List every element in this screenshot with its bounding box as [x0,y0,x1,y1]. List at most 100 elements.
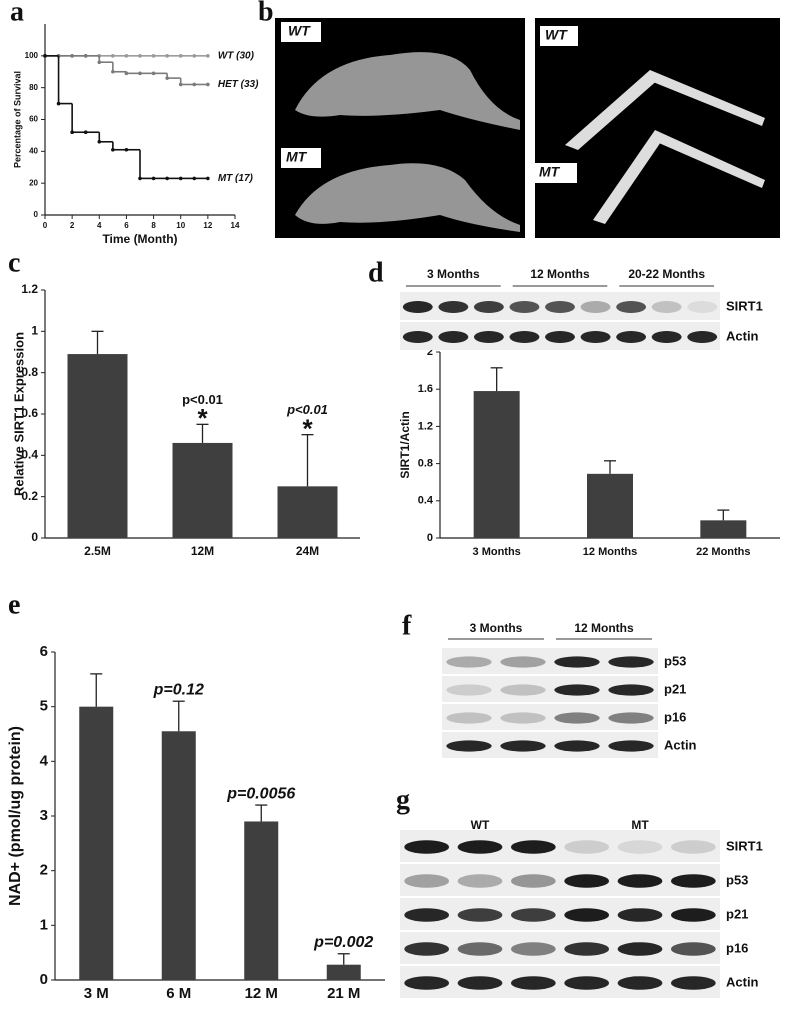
x-tick-label: 10 [176,221,185,230]
x-tick-label: 22 Months [696,546,750,558]
group-label: MT [631,818,649,832]
panel-label: e [8,589,20,620]
x-tick-label: 12 [203,221,212,230]
blot-band [670,942,716,956]
point [192,82,197,87]
panel-label: c [8,247,20,278]
blot-band [564,874,610,888]
point [138,54,142,58]
point [70,54,74,58]
blot-band [457,874,503,888]
group-label: 3 Months [427,267,480,281]
blot-band [510,976,556,990]
blot-band [510,942,556,956]
x-tick-label: 14 [231,221,240,230]
x-tick-label: 3 M [84,985,109,1002]
blot-strip [400,932,720,964]
point [70,130,74,135]
point [165,54,169,58]
y-tick-label: 60 [29,115,38,124]
blot-band [510,840,556,854]
point [111,69,115,74]
group-label: 20-22 Months [628,267,705,281]
x-tick-label: 12M [191,544,214,558]
blot-band [438,301,469,313]
y-axis-label: Percentage of Survival [12,71,22,168]
point [124,54,129,58]
point [111,147,115,152]
y-tick-label: 1.2 [418,420,433,432]
point [178,176,183,181]
panel-label: g [396,784,410,815]
point [97,139,102,144]
blot-strip [400,864,720,896]
point [165,76,169,80]
blot-band [510,908,556,922]
blot-band [509,301,540,313]
blot-band [509,331,540,343]
blot-band [617,908,663,922]
blot-band [670,976,716,990]
y-tick-label: 2 [427,346,433,358]
blot-band [554,684,600,696]
blot-band [564,976,610,990]
point [138,176,142,181]
y-tick-label: 0.4 [418,495,434,507]
point [206,176,210,181]
point [151,71,156,76]
x-tick-label: 2.5M [84,544,111,558]
group-label: 12 Months [574,621,634,635]
blot-band [580,301,611,313]
point [178,54,183,58]
blot-band [608,656,654,668]
panel-label: a [10,0,24,27]
blot-band [446,740,492,752]
row-label: SIRT1 [726,298,763,313]
panel-label: f [402,610,412,641]
blot-band [580,331,611,343]
blot-band [457,908,503,922]
bar [161,731,196,980]
point [192,54,197,58]
blot-band [554,740,600,752]
point [151,176,156,181]
blot-band [670,908,716,922]
point [151,54,156,58]
blot-band [446,712,492,724]
series-label: HET (33) [218,79,259,90]
point [97,60,102,64]
blot-band [500,740,546,752]
x-tick-label: 0 [43,221,48,230]
y-axis-label: Relative SIRT1 Expression [11,332,26,496]
y-tick-label: 0.8 [418,458,433,470]
p-value: p<0.01 [286,402,328,417]
blot-strip [400,898,720,930]
group-label: 3 Months [470,621,523,635]
blot-band [617,874,663,888]
blot-band [670,840,716,854]
x-tick-label: 4 [97,221,102,230]
blot-band [438,331,469,343]
blot-band [404,840,450,854]
x-tick-label: 6 M [166,985,191,1002]
y-tick-label: 0.6 [21,406,38,420]
blot-band [500,656,546,668]
xray-limbs [535,18,780,238]
y-tick-label: 0 [40,971,48,988]
p-value: p<0.01 [182,392,223,407]
blot-band [616,331,647,343]
xray-whole-body [275,18,525,238]
point [138,71,142,76]
blot-band [617,942,663,956]
blot-band [608,684,654,696]
y-tick-label: 0 [34,210,39,219]
significance-marker: * [197,403,208,433]
bar [700,520,747,538]
point [165,176,169,181]
blot-band [510,874,556,888]
x-tick-label: 24M [296,544,319,558]
y-tick-label: 6 [40,643,48,660]
y-tick-label: 0.4 [21,448,38,462]
blot-band [404,908,450,922]
